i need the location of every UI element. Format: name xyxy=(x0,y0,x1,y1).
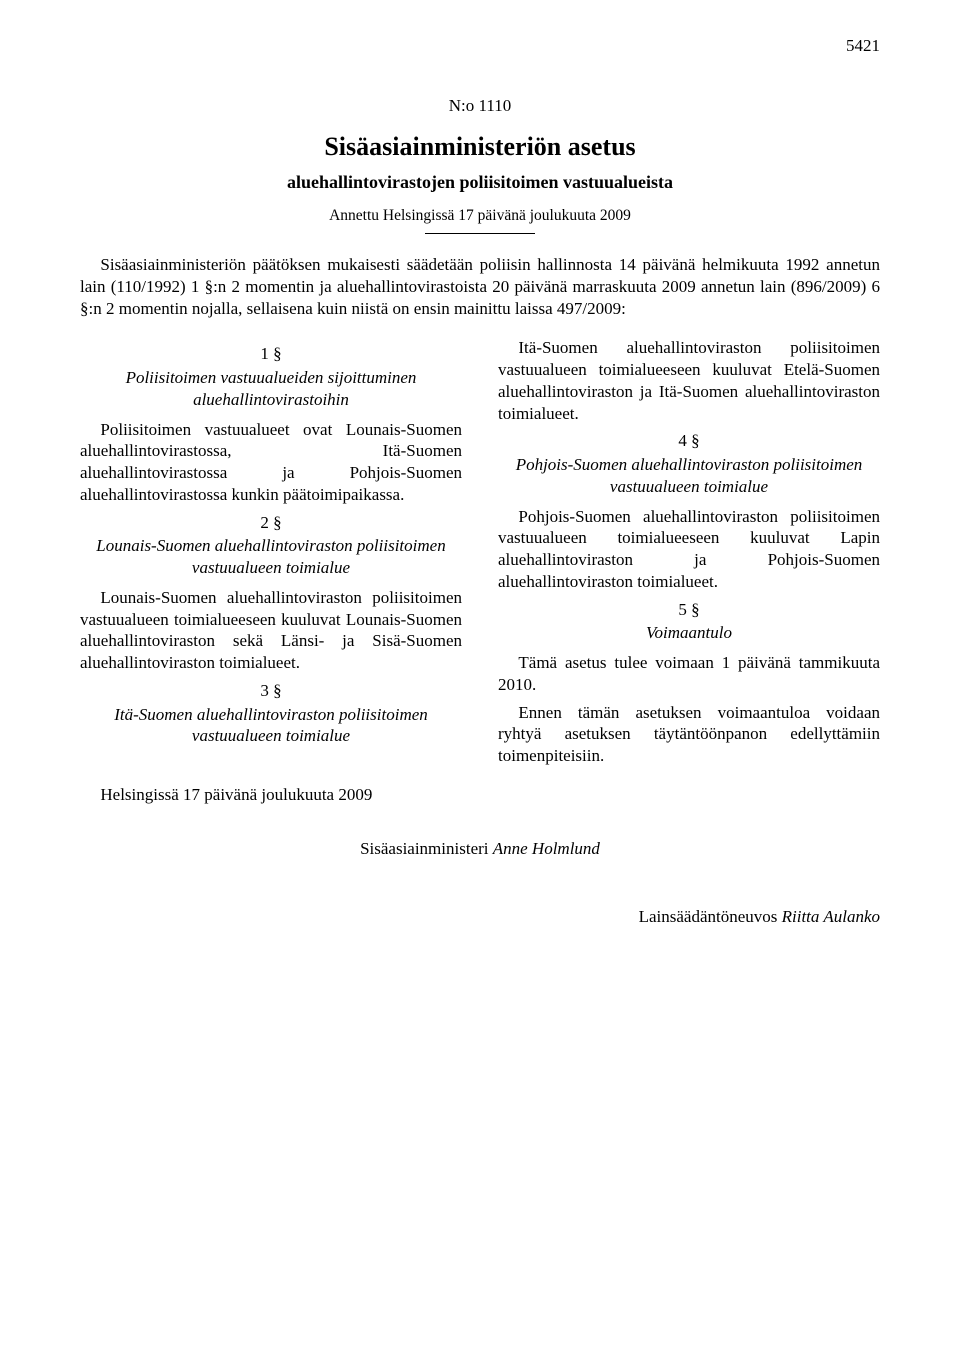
section-1-paragraph: Poliisitoimen vastuualueet ovat Lounais-… xyxy=(80,419,462,506)
section-5-number: 5 § xyxy=(498,599,880,621)
section-4-number: 4 § xyxy=(498,430,880,452)
section-1-title: Poliisitoimen vastuualueiden sijoittumin… xyxy=(80,367,462,411)
document-page: 5421 N:o 1110 Sisäasiainministeriön aset… xyxy=(0,0,960,1348)
section-3-number: 3 § xyxy=(80,680,462,702)
document-subtitle: aluehallintovirastojen poliisitoimen vas… xyxy=(80,172,880,193)
section-5-paragraph-1: Tämä asetus tulee voimaan 1 päivänä tamm… xyxy=(498,652,880,696)
section-4-block: 4 § Pohjois-Suomen aluehallintoviraston … xyxy=(498,430,880,592)
section-4-paragraph: Pohjois-Suomen aluehallintoviraston poli… xyxy=(498,506,880,593)
signature-minister-role: Sisäasiainministeri xyxy=(360,839,493,858)
section-5-paragraph-2: Ennen tämän asetuksen voimaantuloa voida… xyxy=(498,702,880,767)
section-3-paragraph: Itä-Suomen aluehallintoviraston poliisit… xyxy=(498,337,880,424)
section-5-title: Voimaantulo xyxy=(498,622,880,644)
document-number: N:o 1110 xyxy=(80,96,880,116)
preamble-text: Sisäasiainministeriön päätöksen mukaises… xyxy=(80,254,880,319)
place-date-line: Helsingissä 17 päivänä joulukuuta 2009 xyxy=(80,785,880,805)
section-2-paragraph: Lounais-Suomen aluehallintoviraston poli… xyxy=(80,587,462,674)
separator-line xyxy=(425,233,535,234)
page-number: 5421 xyxy=(846,36,880,56)
signature-minister-name: Anne Holmlund xyxy=(493,839,600,858)
section-1-number: 1 § xyxy=(80,343,462,365)
signature-counsel: Lainsäädäntöneuvos Riitta Aulanko xyxy=(80,907,880,927)
document-title: Sisäasiainministeriön asetus xyxy=(80,132,880,162)
signature-minister: Sisäasiainministeri Anne Holmlund xyxy=(80,839,880,859)
signature-counsel-role: Lainsäädäntöneuvos xyxy=(639,907,782,926)
section-5-block: 5 § Voimaantulo Tämä asetus tulee voimaa… xyxy=(498,599,880,767)
section-3-title: Itä-Suomen aluehallintoviraston poliisit… xyxy=(80,704,462,748)
body-columns: 1 § Poliisitoimen vastuualueiden sijoitt… xyxy=(80,337,880,767)
section-2-number: 2 § xyxy=(80,512,462,534)
document-given-line: Annettu Helsingissä 17 päivänä joulukuut… xyxy=(80,207,880,225)
signature-counsel-name: Riitta Aulanko xyxy=(782,907,880,926)
section-4-title: Pohjois-Suomen aluehallintoviraston poli… xyxy=(498,454,880,498)
section-2-title: Lounais-Suomen aluehallintoviraston poli… xyxy=(80,535,462,579)
